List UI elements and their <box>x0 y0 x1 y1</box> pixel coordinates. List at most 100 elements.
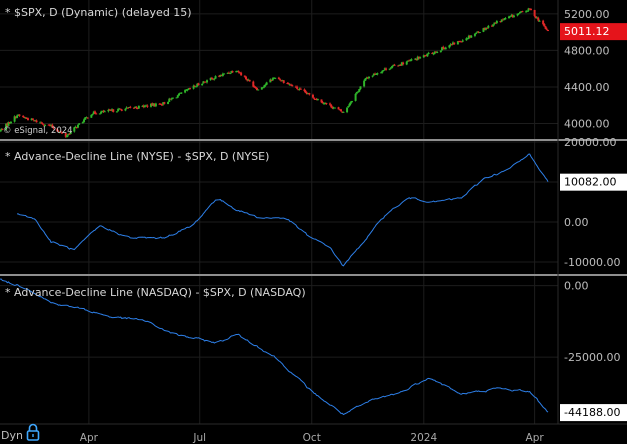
candle-body-310 <box>527 8 530 11</box>
candle-body-253 <box>431 53 434 55</box>
candle-body-176 <box>298 88 301 90</box>
candle-body-21 <box>34 120 37 122</box>
candle-body-69 <box>117 108 120 112</box>
candle-body-34 <box>57 131 60 133</box>
candle-body-295 <box>501 19 504 21</box>
candle-body-248 <box>422 55 425 58</box>
candle-body-209 <box>355 92 358 94</box>
candle-body-250 <box>425 55 428 57</box>
candle-body-171 <box>290 84 293 86</box>
candle-body-67 <box>112 109 115 112</box>
candle-body-60 <box>101 110 104 112</box>
series-line-2 <box>0 278 549 416</box>
candle-body-18 <box>30 118 33 121</box>
candle-body-10 <box>16 115 19 118</box>
candle-body-4 <box>6 123 9 126</box>
candle-body-283 <box>482 28 485 32</box>
y-tick-label-1-2: 0.00 <box>564 216 589 229</box>
candles-spx <box>0 7 549 138</box>
candle-body-258 <box>439 50 442 53</box>
candle-body-66 <box>111 109 114 111</box>
candle-body-78 <box>132 107 135 109</box>
candle-body-81 <box>136 107 139 109</box>
candle-body-257 <box>436 51 439 53</box>
candle-body-58 <box>98 113 101 115</box>
candle-body-304 <box>517 13 520 15</box>
candle-body-73 <box>124 108 127 111</box>
y-tick-label-0-0: 5200.00 <box>564 8 610 21</box>
candle-body-299 <box>509 16 512 18</box>
candle-body-131 <box>221 73 224 76</box>
candle-body-5 <box>7 122 10 126</box>
candle-body-51 <box>85 117 88 119</box>
candle-body-251 <box>426 53 429 57</box>
candle-body-13 <box>22 115 25 117</box>
candle-body-269 <box>458 41 461 43</box>
candle-body-244 <box>415 58 418 60</box>
candle-body-46 <box>76 124 79 128</box>
candle-body-156 <box>264 84 267 86</box>
candle-body-148 <box>252 81 255 87</box>
candle-body-27 <box>44 124 47 126</box>
candle-body-199 <box>338 109 341 111</box>
candle-body-154 <box>262 87 265 89</box>
candle-body-195 <box>331 107 334 109</box>
candle-body-261 <box>443 48 446 50</box>
lock-icon[interactable] <box>26 423 40 441</box>
candle-body-192 <box>325 103 328 105</box>
candle-body-14 <box>23 116 26 118</box>
candle-body-90 <box>152 103 155 106</box>
candle-body-8 <box>13 116 16 122</box>
candle-body-128 <box>218 75 221 77</box>
last-value-badge-1: 10082.00 <box>560 173 627 191</box>
candle-body-84 <box>142 105 145 107</box>
candle-body-231 <box>392 64 395 67</box>
candle-body-129 <box>219 75 222 77</box>
candle-body-221 <box>375 74 378 76</box>
candle-body-85 <box>143 105 146 107</box>
candle-body-309 <box>526 10 529 12</box>
candle-body-205 <box>348 103 351 107</box>
candle-body-135 <box>229 72 232 74</box>
pane-title-ad-nyse[interactable]: * Advance-Decline Line (NYSE) - $SPX, D … <box>5 150 269 163</box>
candle-body-226 <box>383 68 386 70</box>
candle-body-260 <box>442 46 445 49</box>
candle-body-228 <box>388 68 391 70</box>
last-value-badge-text-1: 10082.00 <box>564 176 617 189</box>
candle-body-102 <box>171 97 174 99</box>
candle-body-6 <box>8 121 11 123</box>
candle-body-19 <box>31 118 34 120</box>
candle-body-177 <box>299 88 302 90</box>
pane-title-ad-nasdaq[interactable]: * Advance-Decline Line (NASDAQ) - $SPX, … <box>5 286 306 299</box>
candle-body-15 <box>24 117 27 119</box>
candle-body-83 <box>141 105 144 107</box>
candle-body-232 <box>393 64 396 66</box>
candle-body-41 <box>68 133 71 135</box>
candle-body-121 <box>204 81 207 83</box>
candle-body-322 <box>547 30 549 32</box>
candle-body-298 <box>508 16 511 19</box>
y-tick-label-1-3: -10000.00 <box>564 256 620 269</box>
candle-body-224 <box>381 70 384 73</box>
candle-body-305 <box>518 12 521 14</box>
candle-body-262 <box>444 47 447 50</box>
candle-body-92 <box>154 103 157 107</box>
candle-body-263 <box>448 45 451 48</box>
candle-body-186 <box>315 98 318 100</box>
candle-body-212 <box>359 86 362 90</box>
candle-body-252 <box>427 52 430 54</box>
candle-body-288 <box>490 25 493 27</box>
candle-body-227 <box>385 68 388 70</box>
candle-body-311 <box>528 8 531 10</box>
candle-body-97 <box>163 102 166 104</box>
candle-body-173 <box>294 86 297 88</box>
plot-layer <box>0 7 549 416</box>
candle-body-196 <box>332 107 335 109</box>
candle-body-152 <box>257 89 260 91</box>
dyn-label[interactable]: Dyn <box>1 429 23 442</box>
candle-body-249 <box>424 55 427 57</box>
candle-body-201 <box>341 111 344 113</box>
candle-body-218 <box>371 75 374 77</box>
pane-title-spx[interactable]: * $SPX, D (Dynamic) (delayed 15) <box>5 6 192 19</box>
